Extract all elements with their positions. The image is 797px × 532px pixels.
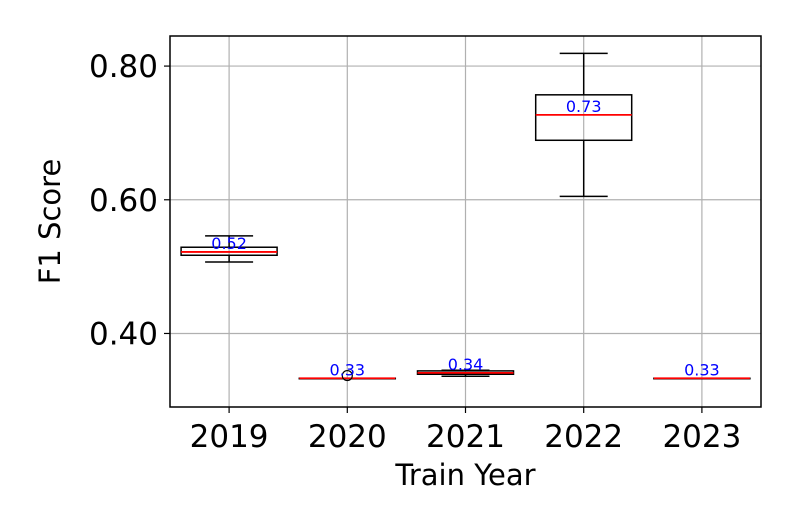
box-plot-series: 0.52 0.33 0.34 0.73 0.33 (180, 52, 751, 382)
x-tick-label: 2020 (308, 419, 387, 455)
box-body (534, 94, 633, 142)
y-axis-label: F1 Score (33, 159, 67, 285)
median-label: 0.33 (684, 360, 720, 379)
grid-lines (170, 36, 761, 407)
box-2023: 0.33 (653, 360, 751, 380)
x-tick-label: 2021 (426, 419, 505, 455)
x-tick-label: 2022 (544, 419, 623, 455)
box-2021: 0.34 (416, 355, 515, 378)
median-label: 0.52 (211, 234, 247, 253)
x-tick-label: 2023 (662, 419, 741, 455)
y-tick-label: 0.60 (89, 183, 158, 219)
axis-ticks: 2019 2020 2021 2022 2023 0.40 0.60 0.80 (89, 49, 741, 455)
y-tick-label: 0.80 (89, 49, 158, 85)
x-tick-label: 2019 (190, 419, 269, 455)
box-2019: 0.52 (180, 234, 278, 263)
median-label: 0.34 (448, 355, 484, 374)
median-label: 0.33 (329, 360, 365, 379)
median-label: 0.73 (566, 97, 602, 116)
outlier-point (341, 369, 353, 382)
x-axis-label: Train Year (394, 458, 535, 492)
box-2020: 0.33 (298, 360, 397, 382)
box-2022: 0.73 (534, 52, 633, 198)
y-tick-label: 0.40 (89, 316, 158, 352)
